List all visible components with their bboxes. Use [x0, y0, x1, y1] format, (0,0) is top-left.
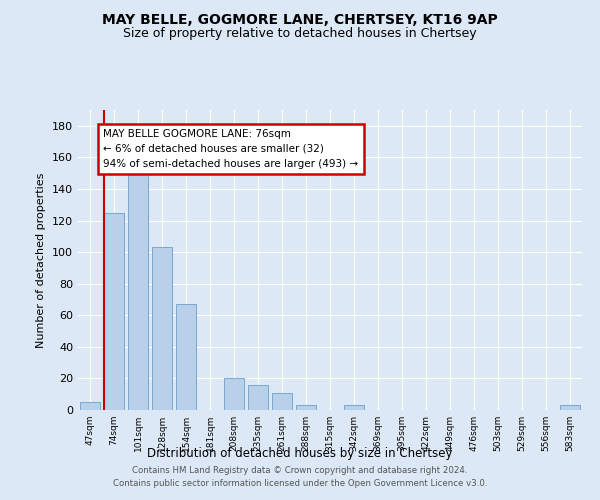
Bar	[152, 248, 172, 410]
Text: MAY BELLE GOGMORE LANE: 76sqm
← 6% of detached houses are smaller (32)
94% of se: MAY BELLE GOGMORE LANE: 76sqm ← 6% of de…	[103, 129, 358, 168]
Bar	[176, 304, 196, 410]
Text: MAY BELLE, GOGMORE LANE, CHERTSEY, KT16 9AP: MAY BELLE, GOGMORE LANE, CHERTSEY, KT16 …	[102, 12, 498, 26]
Bar	[80, 402, 100, 410]
Bar	[104, 212, 124, 410]
Bar	[296, 406, 316, 410]
Bar	[128, 158, 148, 410]
Bar	[272, 392, 292, 410]
Bar	[224, 378, 244, 410]
Y-axis label: Number of detached properties: Number of detached properties	[37, 172, 46, 348]
Bar	[344, 406, 364, 410]
Text: Size of property relative to detached houses in Chertsey: Size of property relative to detached ho…	[123, 28, 477, 40]
Text: Contains HM Land Registry data © Crown copyright and database right 2024.
Contai: Contains HM Land Registry data © Crown c…	[113, 466, 487, 487]
Bar	[560, 406, 580, 410]
Text: Distribution of detached houses by size in Chertsey: Distribution of detached houses by size …	[147, 448, 453, 460]
Bar	[248, 384, 268, 410]
